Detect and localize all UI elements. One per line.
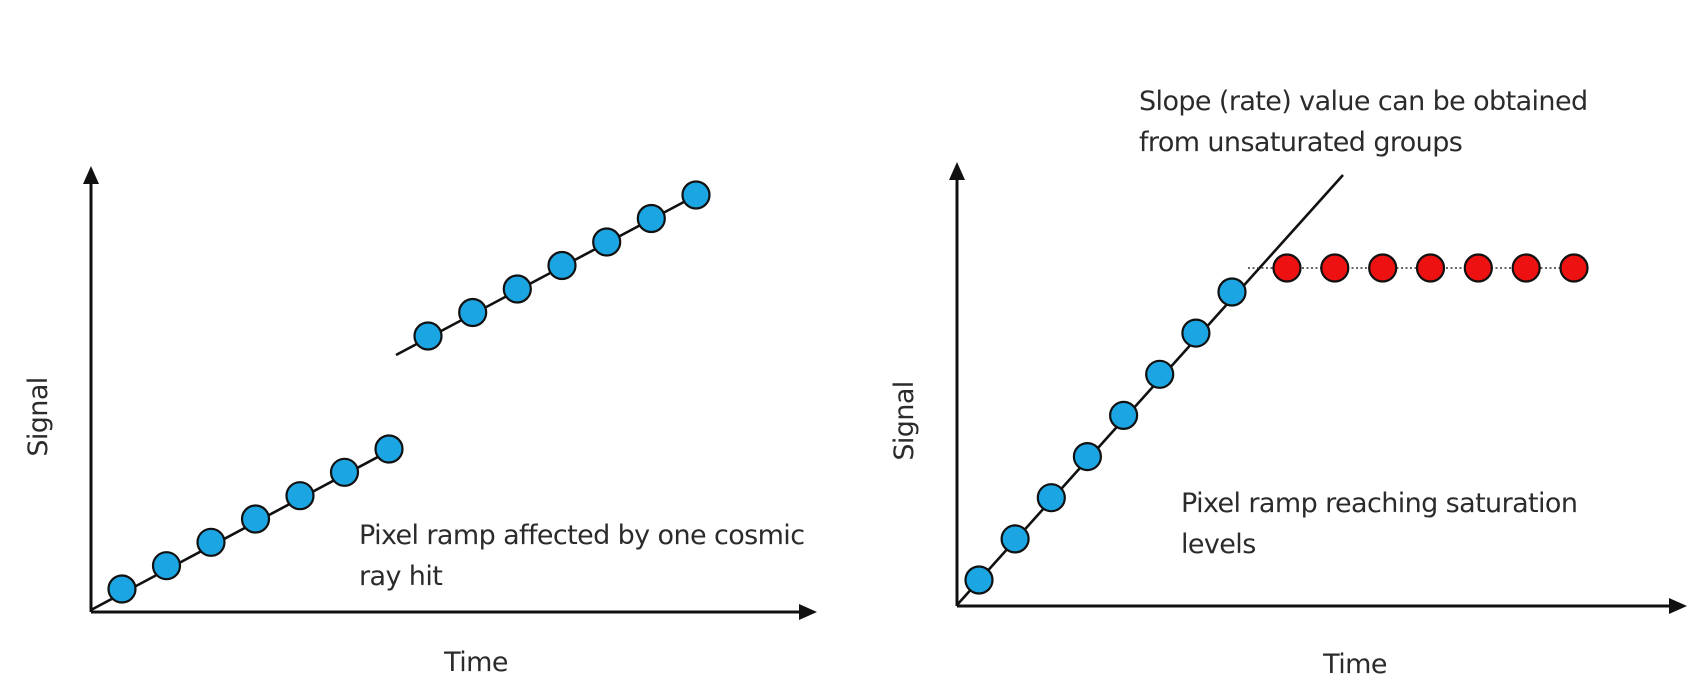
right-group-unsaturated-2 [1000,524,1030,554]
right-caption-line-2: levels [1181,529,1256,560]
left-caption-line-2: ray hit [359,561,442,592]
right-group-unsaturated-7 [1181,318,1211,348]
left-y-axis-label: Signal [23,377,54,456]
left-group-after-hit-6 [636,203,666,234]
left-caption-line-1: Pixel ramp affected by one cosmic [359,520,804,551]
right-group-saturated-2 [1320,253,1350,283]
left-group-before-hit-7 [374,434,404,464]
left-group-before-hit-2 [151,551,182,581]
left-group-before-hit-4 [240,504,271,534]
right-group-unsaturated-4 [1072,442,1103,472]
right-y-axis-arrowhead [949,162,965,180]
left-group-before-hit-3 [196,527,226,557]
left-group-before-hit-1 [107,574,137,604]
right-x-axis-arrowhead [1669,598,1687,614]
right-annotation-line-2: from unsaturated groups [1139,127,1462,158]
left-x-axis-arrowhead [799,604,817,620]
right-annotation-line-1: Slope (rate) value can be obtained [1139,86,1588,117]
right-group-saturated-6 [1511,253,1541,283]
left-group-after-hit-4 [547,250,577,281]
right-caption-line-1: Pixel ramp reaching saturation [1181,488,1577,519]
left-group-after-hit-7 [681,180,711,210]
right-group-unsaturated-5 [1108,400,1139,430]
left-x-axis-label: Time [443,647,508,678]
right-group-unsaturated-3 [1036,483,1066,513]
right-points-unsaturated [964,277,1247,595]
left-group-before-hit-5 [285,481,315,511]
right-group-unsaturated-8 [1217,277,1247,307]
right-group-saturated-5 [1463,253,1493,283]
right-y-axis-label: Signal [889,381,920,460]
right-group-saturated-7 [1559,253,1589,283]
right-group-unsaturated-1 [964,565,994,595]
left-panel: Signal Time Pixel ramp affected by one c… [23,166,817,678]
right-group-saturated-3 [1368,253,1398,283]
right-group-saturated-4 [1415,253,1446,283]
right-group-unsaturated-6 [1145,359,1175,389]
left-group-after-hit-5 [592,227,622,257]
left-group-after-hit-1 [413,321,443,351]
left-y-axis-arrowhead [83,166,99,184]
right-group-saturated-1 [1272,253,1302,283]
left-points-before-hit [107,434,404,604]
right-points-saturated [1272,253,1589,283]
left-group-before-hit-6 [329,457,360,487]
left-group-after-hit-2 [458,297,488,328]
right-x-axis-label: Time [1322,649,1387,680]
left-points-after-hit [413,180,711,351]
right-panel: Signal Time Slope (rate) value can be ob… [889,86,1687,680]
left-group-after-hit-3 [502,274,532,304]
